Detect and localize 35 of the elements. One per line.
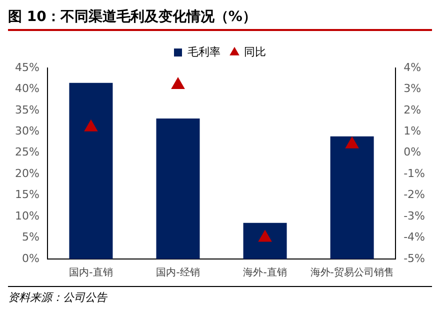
point	[171, 77, 185, 89]
y2-tick-label: 2%	[404, 103, 422, 116]
bar	[243, 222, 287, 259]
y2-tick-label: -5%	[404, 252, 425, 265]
y-tick-label: 15%	[14, 188, 40, 202]
y2-tick-label: -3%	[404, 209, 425, 222]
x-tick-label: 国内-直销	[69, 266, 113, 279]
legend-label: 同比	[244, 45, 266, 58]
y-tick-label: 5%	[22, 230, 40, 244]
y2-tick-label: 0%	[404, 146, 422, 159]
legend-label: 毛利率	[188, 45, 220, 58]
y-tick-label: 10%	[14, 209, 40, 222]
bar	[69, 82, 113, 259]
y-tick-label: 35%	[14, 103, 40, 116]
y-tick-label: 45%	[14, 60, 40, 74]
y-tick-label: 30%	[14, 124, 40, 138]
y-tick-label: 40%	[14, 82, 40, 96]
x-tick-label: 海外-直销	[243, 266, 287, 279]
y2-tick-label: 1%	[404, 124, 422, 138]
y-tick-label: 0%	[22, 252, 40, 265]
point	[84, 120, 98, 132]
text: 资料来源：公司公告	[8, 286, 432, 305]
x-tick-label: 国内-经销	[156, 266, 200, 279]
y-tick-label: 25%	[14, 146, 40, 159]
bar	[156, 118, 200, 259]
y2-tick-label: 3%	[404, 82, 422, 96]
point	[346, 136, 359, 148]
y-tick-label: 20%	[14, 166, 40, 180]
chart-title: 图 10：不同渠道毛利及变化情况（%）	[8, 8, 432, 31]
y2-tick-label: -4%	[404, 230, 425, 244]
x-tick-label: 海外-贸易公司销售	[310, 266, 394, 279]
y2-tick-label: 4%	[404, 60, 422, 74]
y2-tick-label: -1%	[404, 166, 425, 180]
bar	[330, 136, 374, 259]
y2-tick-label: -2%	[404, 188, 425, 202]
